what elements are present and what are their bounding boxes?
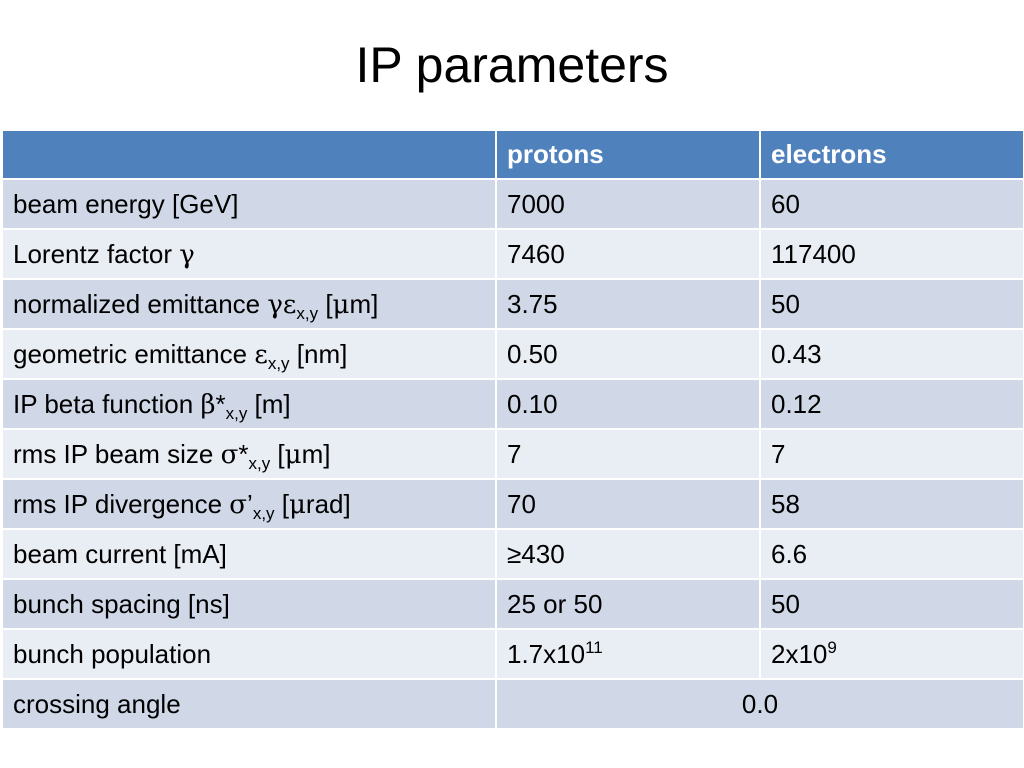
row-label: geometric emittance εx,y [nm] — [1, 328, 497, 380]
table-row: geometric emittance εx,y [nm] 0.50 0.43 — [1, 328, 1024, 380]
electrons-value: 58 — [759, 478, 1024, 530]
mu-symbol: μ — [284, 439, 302, 470]
ip-parameters-table: protons electrons beam energy [GeV] 7000… — [1, 129, 1024, 730]
protons-value: 25 or 50 — [495, 578, 761, 630]
protons-value: 7 — [495, 428, 761, 480]
row-label: rms IP divergence σ’x,y [μrad] — [1, 478, 497, 530]
electrons-value: 0.12 — [759, 378, 1024, 430]
table-header-row: protons electrons — [1, 129, 1024, 180]
electrons-value: 7 — [759, 428, 1024, 480]
protons-value: 0.50 — [495, 328, 761, 380]
electrons-value: 0.43 — [759, 328, 1024, 380]
table-row: bunch population 1.7x1011 2x109 — [1, 628, 1024, 680]
electrons-value: 117400 — [759, 228, 1024, 280]
electrons-value: 50 — [759, 578, 1024, 630]
header-protons: protons — [495, 129, 761, 180]
electrons-value: 50 — [759, 278, 1024, 330]
protons-value: 70 — [495, 478, 761, 530]
protons-value: 0.10 — [495, 378, 761, 430]
table-row: rms IP beam size σ*x,y [μm] 7 7 — [1, 428, 1024, 480]
row-label: IP beta function β*x,y [m] — [1, 378, 497, 430]
row-label: crossing angle — [1, 678, 497, 730]
slide-title: IP parameters — [355, 37, 669, 93]
header-electrons: electrons — [759, 129, 1024, 180]
row-label: Lorentz factor γ — [1, 228, 497, 280]
crossing-angle-value: 0.0 — [495, 678, 1024, 730]
mu-symbol: μ — [332, 289, 350, 320]
row-label: beam energy [GeV] — [1, 178, 497, 230]
protons-value: ≥430 — [495, 528, 761, 580]
row-label: bunch spacing [ns] — [1, 578, 497, 630]
electrons-value: 60 — [759, 178, 1024, 230]
protons-value: 3.75 — [495, 278, 761, 330]
table-row: normalized emittance γεx,y [μm] 3.75 50 — [1, 278, 1024, 330]
row-label: normalized emittance γεx,y [μm] — [1, 278, 497, 330]
protons-value: 7460 — [495, 228, 761, 280]
row-label: beam current [mA] — [1, 528, 497, 580]
table-row: crossing angle 0.0 — [1, 678, 1024, 730]
beta-symbol: β — [200, 389, 216, 420]
electrons-value: 6.6 — [759, 528, 1024, 580]
row-label: bunch population — [1, 628, 497, 680]
table-row: Lorentz factor γ 7460 117400 — [1, 228, 1024, 280]
sigma-symbol: σ — [229, 489, 248, 520]
gamma-epsilon-symbol: γε — [267, 289, 297, 320]
protons-value: 1.7x1011 — [495, 628, 761, 680]
table-row: beam current [mA] ≥430 6.6 — [1, 528, 1024, 580]
table-row: beam energy [GeV] 7000 60 — [1, 178, 1024, 230]
row-label: rms IP beam size σ*x,y [μm] — [1, 428, 497, 480]
table-row: rms IP divergence σ’x,y [μrad] 70 58 — [1, 478, 1024, 530]
electrons-value: 2x109 — [759, 628, 1024, 680]
sigma-symbol: σ — [220, 439, 239, 470]
epsilon-symbol: ε — [254, 339, 268, 370]
header-parameter — [1, 129, 497, 180]
table-row: bunch spacing [ns] 25 or 50 50 — [1, 578, 1024, 630]
protons-value: 7000 — [495, 178, 761, 230]
mu-symbol: μ — [289, 489, 306, 520]
table-row: IP beta function β*x,y [m] 0.10 0.12 — [1, 378, 1024, 430]
gamma-symbol: γ — [179, 239, 195, 270]
